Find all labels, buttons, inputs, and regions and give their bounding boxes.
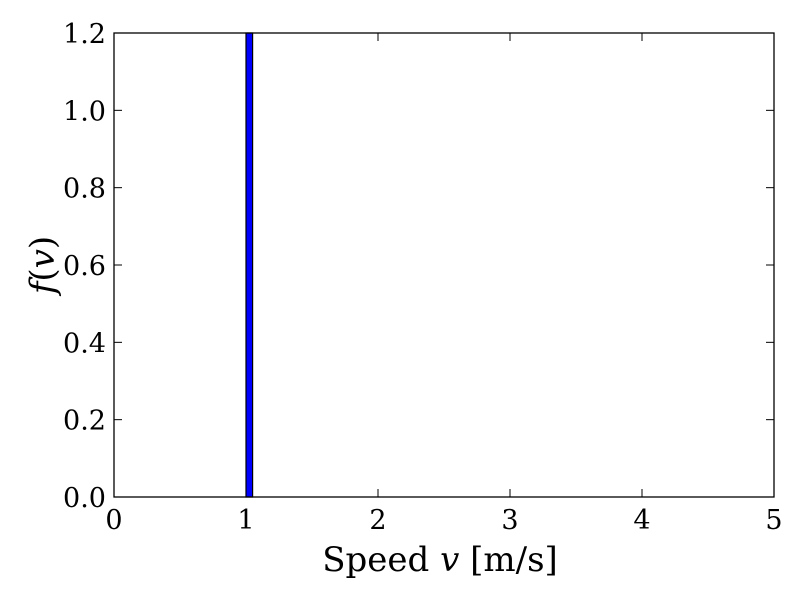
y-tick-label: 0.2 xyxy=(63,406,106,437)
x-tick-label: 4 xyxy=(633,505,650,536)
y-axis-label: f(v) xyxy=(23,236,63,297)
y-tick-label: 0.6 xyxy=(63,251,106,282)
y-tick-label: 1.2 xyxy=(63,19,106,50)
x-tick-label: 2 xyxy=(369,505,386,536)
y-tick-label: 0.8 xyxy=(63,174,106,205)
x-axis-label: Speed v [m/s] xyxy=(322,540,558,580)
x-tick-label: 0 xyxy=(105,505,122,536)
x-tick-label: 3 xyxy=(501,505,518,536)
x-tick-label: 1 xyxy=(237,505,254,536)
y-tick-label: 1.0 xyxy=(63,96,106,127)
y-ticks-group: 0.0 0.2 0.4 0.6 0.8 1.0 1.2 xyxy=(63,19,774,514)
bars-group xyxy=(245,32,254,498)
x-ticks-group: 0 1 2 3 4 5 xyxy=(105,33,783,536)
x-tick-label: 5 xyxy=(765,505,782,536)
histogram-bar-0 xyxy=(245,32,254,498)
y-tick-label: 0.4 xyxy=(63,328,106,359)
y-tick-label: 0.0 xyxy=(63,483,106,514)
